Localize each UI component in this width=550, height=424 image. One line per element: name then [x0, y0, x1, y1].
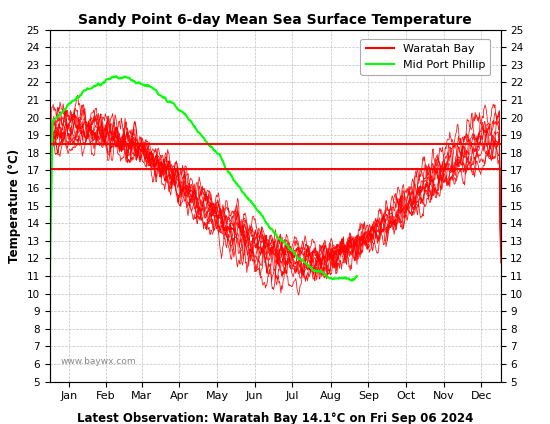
- Y-axis label: Temperature (°C): Temperature (°C): [8, 148, 21, 263]
- Legend: Waratah Bay, Mid Port Phillip: Waratah Bay, Mid Port Phillip: [360, 39, 491, 75]
- Text: www.baywx.com: www.baywx.com: [60, 357, 136, 366]
- Text: Latest Observation: Waratah Bay 14.1°C on Fri Sep 06 2024: Latest Observation: Waratah Bay 14.1°C o…: [77, 412, 473, 424]
- Title: Sandy Point 6-day Mean Sea Surface Temperature: Sandy Point 6-day Mean Sea Surface Tempe…: [78, 13, 472, 27]
